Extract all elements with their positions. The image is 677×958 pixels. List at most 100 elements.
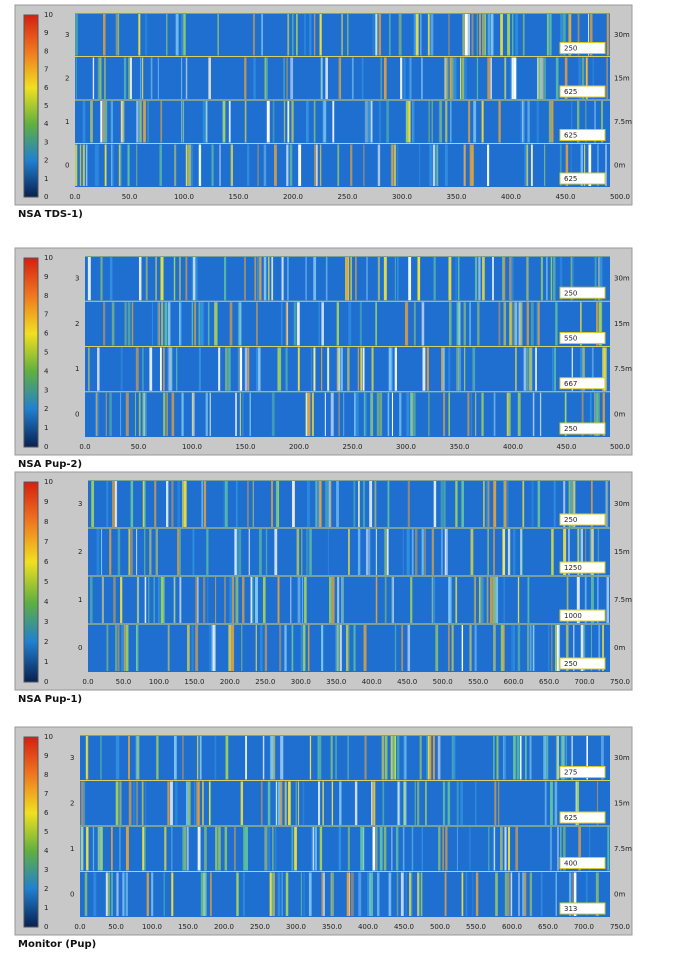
stripe	[313, 257, 317, 301]
stripe	[565, 144, 569, 186]
stripe	[425, 781, 427, 825]
stripe	[445, 827, 448, 871]
stripe	[292, 481, 295, 527]
x-tick-label: 100.0	[174, 193, 194, 201]
stripe	[309, 736, 312, 780]
stripe	[398, 14, 402, 56]
stripe	[135, 144, 138, 186]
stripe	[347, 827, 350, 871]
stripe	[546, 257, 548, 301]
stripe	[311, 827, 314, 871]
stripe	[98, 827, 101, 871]
stripe	[208, 57, 211, 99]
x-tick-label: 400.0	[503, 443, 523, 451]
stripe	[504, 57, 506, 99]
stripe	[451, 57, 454, 99]
stripe	[554, 347, 556, 391]
colorbar-tick-label: 8	[44, 771, 48, 779]
stripe	[492, 257, 494, 301]
depth-label: 0m	[614, 161, 625, 169]
stripe	[287, 101, 290, 143]
stripe	[507, 872, 510, 916]
stripe	[372, 827, 376, 871]
value-box	[559, 609, 606, 622]
stripe	[403, 781, 406, 825]
stripe	[503, 625, 505, 671]
stripe	[445, 101, 448, 143]
stripe	[462, 14, 466, 56]
stripe	[75, 57, 77, 99]
stripe	[473, 101, 477, 143]
stripe	[202, 781, 204, 825]
x-tick-label: 50.0	[122, 193, 138, 201]
stripe	[508, 392, 511, 436]
stripe	[591, 347, 594, 391]
stripe	[197, 577, 199, 623]
stripe	[247, 347, 250, 391]
stripe	[338, 57, 342, 99]
stripe	[453, 736, 456, 780]
stripe	[215, 302, 218, 346]
stripe	[448, 347, 451, 391]
stripe	[544, 57, 546, 99]
stripe	[500, 827, 503, 871]
stripe	[513, 302, 516, 346]
stripe	[555, 872, 557, 916]
colorbar-tick-label: 6	[44, 330, 49, 338]
stripe	[274, 144, 277, 186]
stripe	[482, 257, 485, 301]
stripe	[513, 57, 517, 99]
stripe	[592, 529, 594, 575]
stripe	[321, 347, 323, 391]
stripe	[285, 872, 289, 916]
stripe	[434, 144, 437, 186]
x-tick-label: 150.0	[178, 923, 198, 931]
value-box	[559, 902, 606, 915]
stripe	[481, 577, 483, 623]
stripe	[515, 57, 518, 99]
stripe	[125, 872, 128, 916]
stripe	[252, 14, 255, 56]
stripe	[453, 57, 457, 99]
stripe	[428, 392, 430, 436]
stripe	[476, 57, 479, 99]
stripe	[272, 101, 275, 143]
stripe	[585, 57, 587, 99]
stripe	[394, 257, 396, 301]
stripe	[576, 781, 580, 825]
stripe	[520, 529, 522, 575]
stripe	[128, 529, 131, 575]
stripe	[211, 625, 214, 671]
stripe	[149, 529, 152, 575]
stripe	[171, 827, 173, 871]
stripe	[559, 144, 562, 186]
stripe	[399, 392, 402, 436]
stripe	[313, 144, 317, 186]
stripe	[120, 392, 122, 436]
x-tick-label: 150.0	[184, 678, 204, 686]
stripe	[117, 14, 120, 56]
stripe	[195, 577, 198, 623]
stripe	[580, 625, 584, 671]
stripe	[281, 257, 284, 301]
stripe	[442, 347, 445, 391]
value-box-label: 625	[564, 175, 577, 183]
stripe	[289, 144, 293, 186]
stripe	[457, 302, 461, 346]
stripe	[192, 392, 195, 436]
stripe	[354, 781, 358, 825]
stripe	[487, 529, 489, 575]
stripe	[397, 257, 399, 301]
stripe	[80, 781, 83, 825]
stripe	[118, 144, 121, 186]
stripe	[585, 529, 587, 575]
stripe	[185, 144, 188, 186]
stripe	[244, 347, 248, 391]
stripe	[563, 827, 566, 871]
stripe	[120, 577, 123, 623]
stripe	[403, 736, 405, 780]
stripe	[397, 781, 400, 825]
stripe	[103, 14, 106, 56]
stripe	[430, 14, 434, 56]
stripe	[155, 529, 158, 575]
